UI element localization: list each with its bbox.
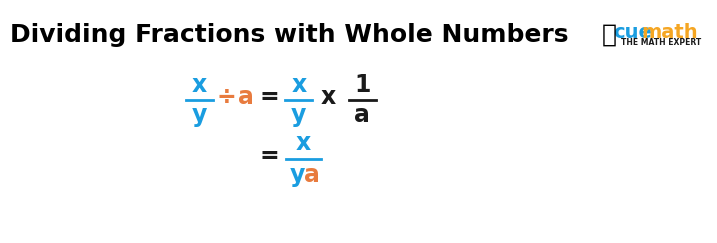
Text: y: y (192, 103, 207, 127)
Text: ÷: ÷ (217, 85, 237, 109)
Text: x: x (320, 85, 336, 109)
Text: 🚀: 🚀 (602, 23, 617, 47)
Text: y: y (291, 103, 307, 127)
Text: THE MATH EXPERT: THE MATH EXPERT (621, 38, 701, 47)
Text: =: = (260, 85, 280, 109)
Text: x: x (291, 73, 306, 97)
Text: Dividing Fractions with Whole Numbers: Dividing Fractions with Whole Numbers (10, 23, 569, 47)
Text: a: a (354, 103, 370, 127)
Text: =: = (260, 144, 280, 168)
Text: y: y (290, 163, 305, 187)
Text: math: math (642, 23, 698, 42)
Text: a: a (238, 85, 255, 109)
Text: x: x (296, 131, 311, 155)
Text: a: a (303, 163, 320, 187)
Text: x: x (192, 73, 207, 97)
Text: cue: cue (613, 23, 652, 42)
Text: 1: 1 (354, 73, 370, 97)
